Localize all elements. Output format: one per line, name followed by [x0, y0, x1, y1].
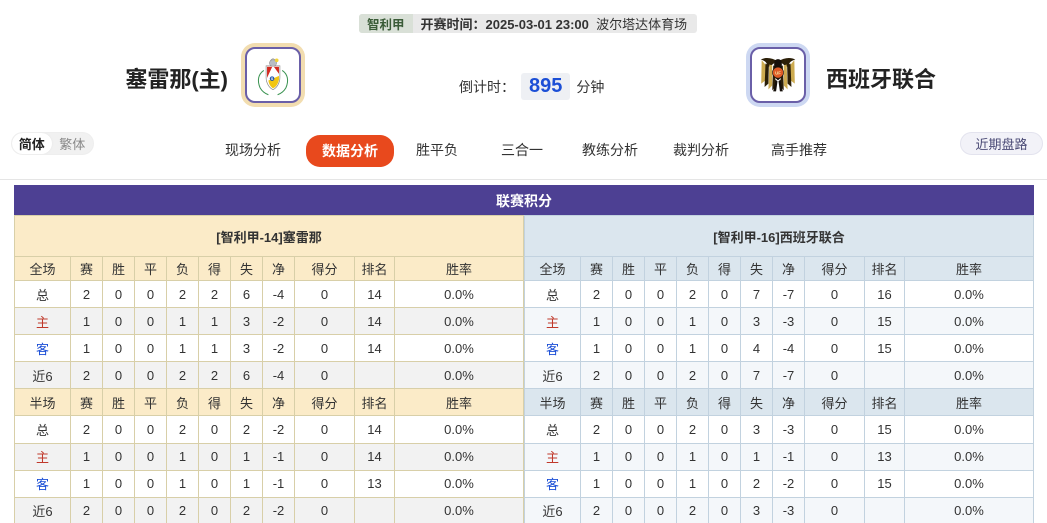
svg-text:UF: UF — [775, 71, 781, 76]
